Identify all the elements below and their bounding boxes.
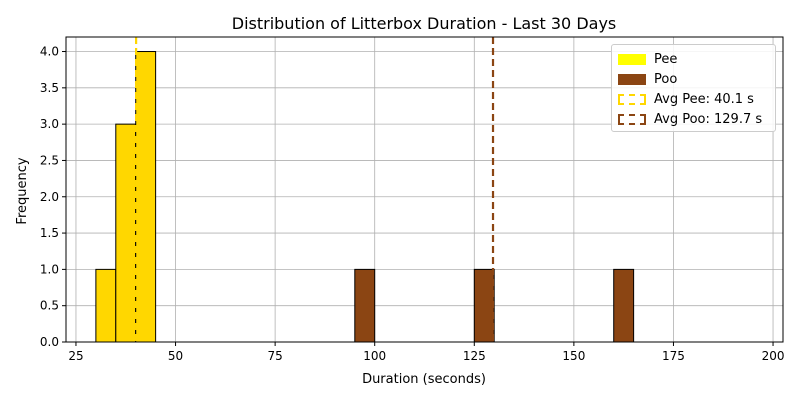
axes: 25 50 75 100 125 150 175 200 0.0 0.5 1.0 1.5 2.0 2.5 3… xyxy=(40,36,785,363)
x-tick-label: 125 xyxy=(463,349,486,363)
y-tick-label: 0.5 xyxy=(40,299,59,313)
plot-frame xyxy=(65,36,784,343)
x-tick-label: 75 xyxy=(267,349,282,363)
x-tick-label: 50 xyxy=(168,349,183,363)
y-tick-label: 1.0 xyxy=(40,262,59,276)
chart-title: Distribution of Litterbox Duration - Las… xyxy=(232,14,617,33)
bar-poo xyxy=(473,268,495,343)
y-axis-label: Frequency xyxy=(15,157,30,224)
y-tick-label: 1.5 xyxy=(40,226,59,240)
legend-label-pee: Pee xyxy=(654,51,678,67)
bar-pee xyxy=(115,123,137,343)
bar-pee xyxy=(135,51,157,343)
legend: Pee Poo Avg Pee: 40.1 s Avg Poo: 129.7 s xyxy=(611,44,776,132)
y-tick-label: 4.0 xyxy=(40,45,59,59)
y-tick-label: 3.5 xyxy=(40,81,59,95)
legend-swatch-avg-poo xyxy=(618,113,646,125)
x-tick-label: 150 xyxy=(562,349,585,363)
y-tick-label: 0.0 xyxy=(40,335,59,349)
y-tick-label: 2.0 xyxy=(40,190,59,204)
y-tick-label: 2.5 xyxy=(40,153,59,167)
legend-item-pee: Pee xyxy=(618,49,769,69)
bar-poo xyxy=(613,268,635,343)
y-tick-label: 3.0 xyxy=(40,117,59,131)
x-axis-label: Duration (seconds) xyxy=(362,372,486,387)
legend-label-avg-pee: Avg Pee: 40.1 s xyxy=(654,91,754,107)
x-tick-label: 175 xyxy=(662,349,685,363)
x-tick-label: 100 xyxy=(363,349,386,363)
legend-swatch-avg-pee xyxy=(618,93,646,105)
legend-swatch-poo xyxy=(618,73,646,85)
bar-pee xyxy=(95,268,117,343)
legend-item-avg-pee: Avg Pee: 40.1 s xyxy=(618,89,769,109)
reference-lines xyxy=(135,37,495,342)
legend-item-poo: Poo xyxy=(618,69,769,89)
legend-item-avg-poo: Avg Poo: 129.7 s xyxy=(618,109,769,129)
legend-swatch-pee xyxy=(618,53,646,65)
x-tick-label: 25 xyxy=(68,349,83,363)
bar-poo xyxy=(354,268,376,343)
legend-label-avg-poo: Avg Poo: 129.7 s xyxy=(654,111,763,127)
x-tick-label: 200 xyxy=(762,349,785,363)
legend-label-poo: Poo xyxy=(654,71,678,87)
